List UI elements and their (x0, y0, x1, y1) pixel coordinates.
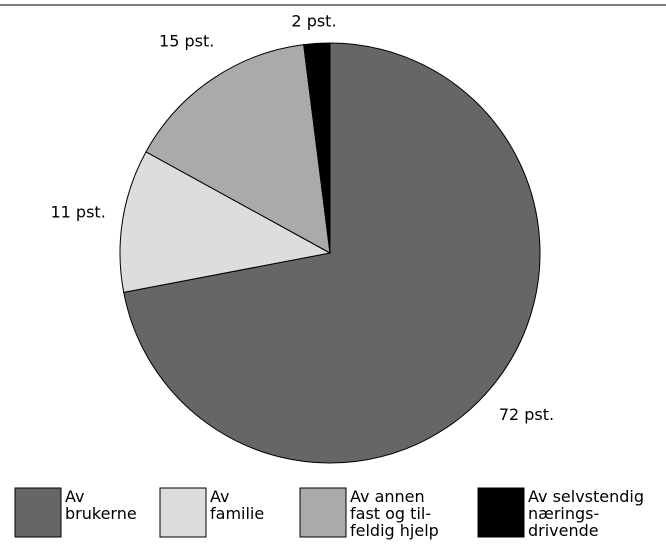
legend-swatch (299, 487, 347, 538)
value-label: 15 pst. (159, 32, 214, 51)
legend-label: Av familie (210, 487, 264, 523)
pie-slice (123, 42, 541, 464)
value-label: 2 pst. (291, 12, 336, 31)
legend-swatch (14, 487, 62, 538)
legend-label: Av selvstendig nærings-drivende (528, 487, 644, 540)
legend-swatch (159, 487, 207, 538)
value-label: 72 pst. (499, 405, 554, 424)
value-label: 11 pst. (50, 203, 105, 222)
pie-slice (119, 151, 332, 293)
legend-swatch (477, 487, 525, 538)
legend-label: Av annen fast og til-feldig hjelp (350, 487, 439, 540)
legend-label: Av brukerne (65, 487, 137, 523)
pie-slice (303, 42, 331, 254)
pie-slice (145, 44, 331, 254)
